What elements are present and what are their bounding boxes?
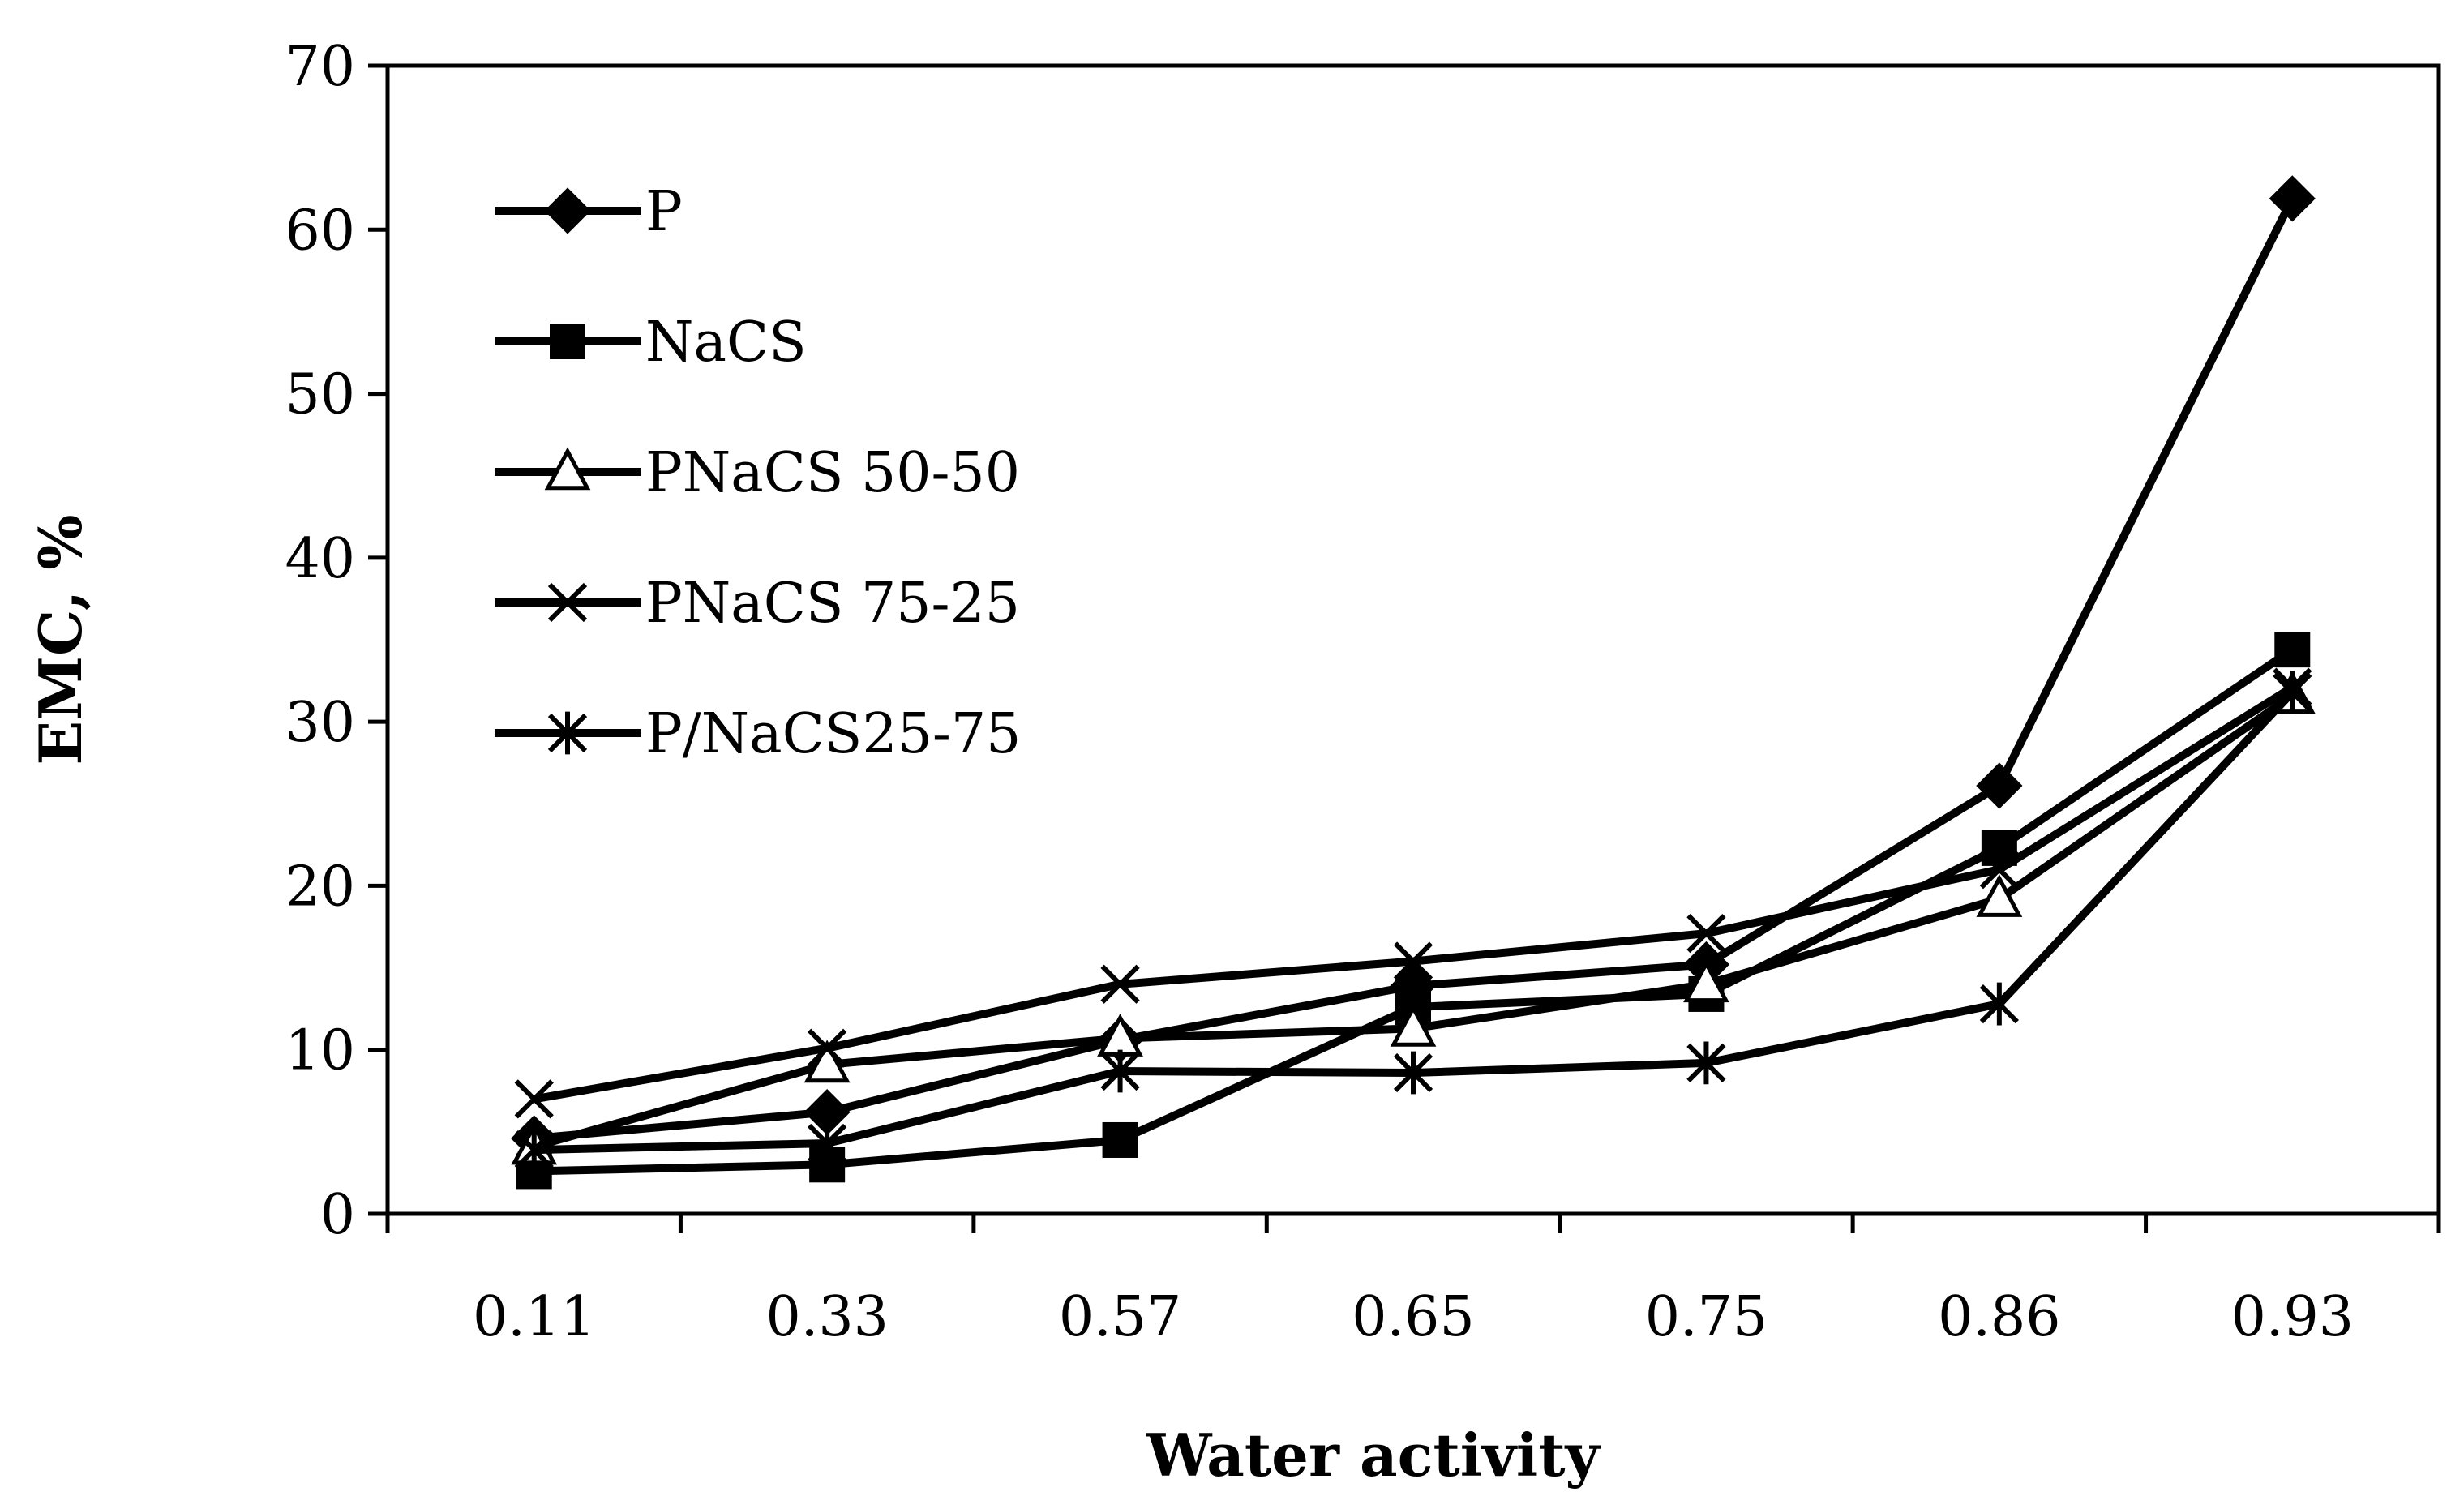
data-point	[803, 1088, 851, 1136]
y-axis-title: EMC, %	[26, 514, 95, 765]
x-tick-label: 0.75	[1645, 1285, 1768, 1349]
y-tick-label: 20	[285, 855, 355, 919]
data-point	[808, 1121, 847, 1165]
data-point	[1976, 762, 2023, 809]
legend-marker	[544, 187, 591, 234]
y-tick-label: 40	[285, 527, 355, 591]
y-tick-label: 10	[285, 1019, 355, 1083]
legend-label: PNaCS 50-50	[645, 441, 1020, 505]
data-point	[1979, 982, 2019, 1026]
data-point	[1393, 1051, 1433, 1095]
legend-marker	[544, 447, 591, 491]
legend-item: PNaCS 75-25	[495, 572, 1020, 636]
legend-marker	[547, 711, 588, 755]
data-point	[2274, 632, 2311, 668]
legend-item: P/NaCS25-75	[495, 702, 1021, 766]
y-tick-label: 30	[285, 691, 355, 755]
data-point	[1686, 1041, 1726, 1085]
x-tick-label: 0.11	[473, 1285, 595, 1349]
x-tick-label: 0.57	[1059, 1285, 1181, 1349]
data-point	[1683, 959, 1729, 1003]
y-tick-label: 70	[285, 35, 355, 99]
series-layer	[511, 175, 2316, 1190]
x-tick-label: 0.93	[2231, 1285, 2354, 1349]
legend-label: P	[645, 180, 683, 244]
legend-item: PNaCS 50-50	[495, 441, 1020, 505]
legend-marker	[547, 582, 588, 623]
x-tick-label: 0.65	[1352, 1285, 1474, 1349]
data-point	[1390, 1003, 1437, 1047]
data-point	[2273, 671, 2312, 714]
data-point	[1979, 850, 2019, 890]
data-point	[803, 1040, 851, 1083]
y-tick-label: 60	[285, 199, 355, 263]
legend-item: NaCS	[495, 311, 807, 375]
data-point	[1976, 874, 2023, 917]
data-point	[514, 1128, 554, 1172]
data-point	[1100, 1049, 1140, 1093]
legend-label: PNaCS 75-25	[645, 572, 1020, 636]
legend-marker	[550, 324, 585, 359]
legend: P NaCS PNaCS 50-50 PNaCS 75-25 P/NaCS25-75	[495, 180, 1021, 766]
x-axis: 0.11 0.33 0.57 0.65 0.75 0.86 0.93	[385, 1214, 2441, 1349]
y-axis: 0 10 20 30 40 50 60 70	[285, 35, 388, 1247]
data-point	[1100, 964, 1140, 1004]
y-tick-label: 50	[285, 363, 355, 427]
series-4	[514, 671, 2312, 1172]
plot-area	[385, 63, 2441, 1216]
data-point	[514, 1079, 554, 1119]
data-point	[2269, 175, 2316, 222]
legend-label: NaCS	[645, 311, 807, 375]
data-point	[1686, 913, 1726, 954]
legend-label: P/NaCS25-75	[645, 702, 1021, 766]
data-point	[1393, 941, 1433, 981]
data-point	[808, 1028, 847, 1068]
x-tick-label: 0.33	[765, 1285, 888, 1349]
x-axis-title: Water activity	[1146, 1421, 1601, 1490]
y-tick-label: 0	[320, 1183, 355, 1247]
legend-item: P	[495, 180, 683, 244]
x-tick-label: 0.86	[1938, 1285, 2060, 1349]
data-point	[1102, 1121, 1138, 1158]
